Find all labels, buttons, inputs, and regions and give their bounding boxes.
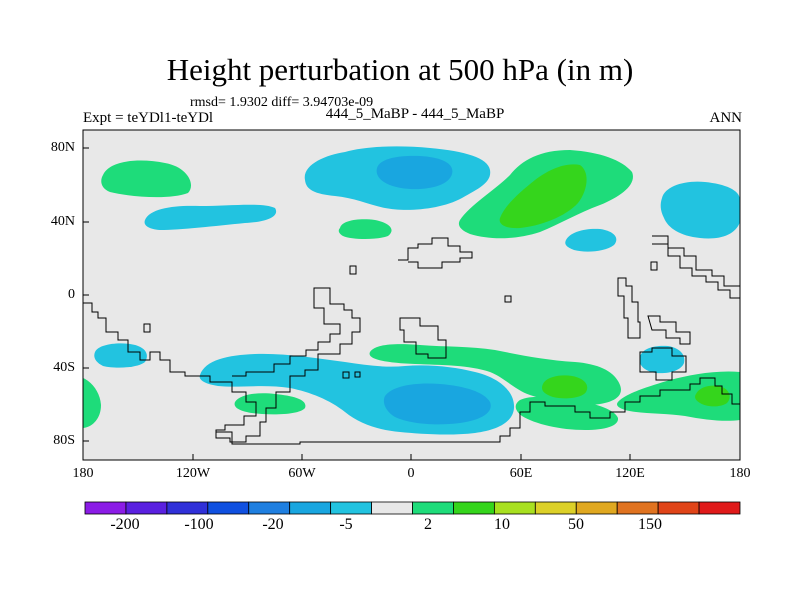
colorbar-swatch-6 [289, 501, 332, 515]
lat-label-80n: 80N [50, 140, 75, 155]
contour-pos-6-lower [515, 396, 619, 430]
colorbar-swatch-12 [534, 501, 577, 515]
lat-label-40s: 40S [53, 360, 75, 375]
contour-neg-7 [639, 345, 685, 374]
coastlines [83, 235, 741, 445]
colorbar-swatch-1 [84, 501, 127, 515]
colorbar-label-5: 2 [424, 516, 432, 533]
colorbar-swatch-16 [698, 501, 741, 515]
colorbar-label-3: -20 [262, 516, 284, 533]
lon-label-180e: 180 [729, 466, 751, 481]
lat-label-0: 0 [68, 287, 75, 302]
colorbar-swatch-10 [453, 501, 495, 515]
colorbar-swatch-14 [616, 501, 659, 515]
colorbar-swatch-11 [493, 501, 536, 515]
contour-neg-2-core [376, 155, 453, 190]
contour-neg-4 [660, 181, 740, 239]
lon-label-180w: 180 [72, 466, 94, 481]
lat-label-80s: 80S [53, 433, 75, 448]
colorbar-swatch-15 [657, 501, 700, 515]
colorbar-swatch-13 [575, 501, 618, 515]
island-5 [354, 371, 361, 378]
colorbar-label-7: 50 [568, 516, 584, 533]
coastline-antarctica [216, 377, 740, 445]
coastline-south-america [83, 287, 361, 443]
island-3 [504, 295, 512, 303]
colorbar-label-8: 150 [638, 516, 662, 533]
contour-neg-6-core [383, 383, 491, 425]
plot-title: Height perturbation at 500 hPa (in m) [166, 52, 634, 87]
contour-pos-1 [101, 160, 192, 198]
colorbar-swatch-3 [166, 501, 209, 515]
contour-pos-7-core [695, 385, 730, 407]
island-4 [342, 371, 350, 379]
coastline-australia [639, 347, 687, 381]
lon-label-120e: 120E [615, 466, 645, 481]
contour-fills [83, 146, 740, 435]
lon-label-60w: 60W [288, 466, 316, 481]
lon-label-60e: 60E [509, 466, 533, 481]
lon-label-0: 0 [407, 466, 415, 481]
axis-ticks [83, 147, 631, 460]
colorbar-swatch-4 [207, 501, 250, 515]
season-label: ANN [709, 110, 743, 126]
contour-pos-5 [234, 393, 306, 415]
colorbar-label-1: -200 [110, 516, 140, 533]
island-6 [650, 261, 658, 271]
colorbar-label-6: 10 [494, 516, 510, 533]
island-1 [143, 323, 151, 333]
contour-pos-2 [338, 219, 392, 239]
contour-neg-1 [144, 204, 277, 230]
lat-label-40n: 40N [50, 214, 75, 229]
rmsd-diff-label: rmsd= 1.9302 diff= 3.94703e-09 [190, 95, 374, 110]
island-2 [349, 265, 357, 275]
coastline-east-asia [652, 235, 741, 299]
lon-label-120w: 120W [175, 466, 211, 481]
coastline-africa [399, 317, 447, 359]
contour-neg-5 [94, 343, 147, 368]
contour-pos-4 [83, 378, 101, 428]
colorbar-swatch-9 [412, 501, 454, 515]
colorbar-swatch-7 [330, 501, 372, 515]
contour-pos-3-core [499, 164, 587, 229]
contour-pos-6-core [542, 375, 588, 399]
coastline-indonesia [647, 315, 691, 345]
colorbar-swatch-5 [248, 501, 291, 515]
coastline-asia [617, 277, 641, 339]
colorbar [84, 501, 741, 515]
experiment-label: Expt = teYDl1-teYDl [83, 110, 214, 126]
colorbar-label-4: -5 [339, 516, 353, 533]
colorbar-swatch-2 [125, 501, 168, 515]
contour-pos-7 [617, 371, 740, 421]
colorbar-swatch-8 [371, 501, 413, 515]
contour-neg-3 [565, 228, 617, 252]
colorbar-label-2: -100 [184, 516, 214, 533]
case-label: 444_5_MaBP - 444_5_MaBP [325, 106, 505, 122]
coastline-europe [398, 237, 473, 269]
